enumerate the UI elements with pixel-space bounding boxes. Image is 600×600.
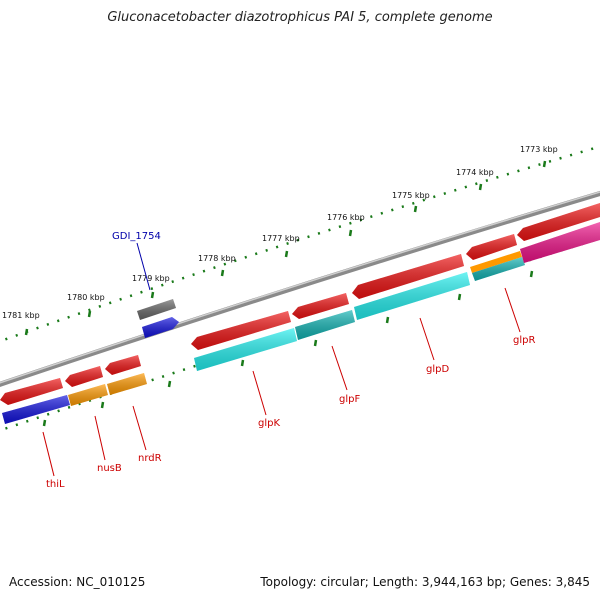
kbp-label-1777: 1777 kbp — [262, 234, 300, 243]
gene-label-nusB: nusB — [97, 463, 122, 474]
gene-red-glpR[interactable] — [466, 234, 517, 260]
gene-glpD[interactable] — [354, 272, 470, 320]
gene-glpK[interactable] — [194, 328, 297, 371]
kbp-label-1781: 1781 kbp — [2, 311, 40, 320]
kbp-label-1773: 1773 kbp — [520, 145, 558, 154]
gene-label-glpD: glpD — [426, 364, 449, 375]
gene-red-2[interactable] — [65, 366, 103, 387]
outer-major-ticks — [24, 160, 547, 336]
kbp-label-1775: 1775 kbp — [392, 191, 430, 200]
gene-nusB[interactable] — [68, 384, 108, 406]
kbp-label-1774: 1774 kbp — [456, 168, 494, 177]
gene-label-glpF: glpF — [339, 394, 360, 405]
gene-red-3[interactable] — [105, 355, 141, 375]
gene-label-thiL: thiL — [46, 479, 65, 490]
gene-GDI_1754[interactable] — [137, 299, 176, 320]
genome-backbone — [0, 190, 600, 387]
inner-major-ticks — [42, 270, 534, 427]
gene-glpF[interactable] — [295, 310, 355, 340]
genome-backbone-highlight — [0, 191, 600, 384]
kbp-label-1776: 1776 kbp — [327, 213, 365, 222]
gene-red-5[interactable] — [517, 203, 600, 241]
genome-summary-text: Topology: circular; Length: 3,944,163 bp… — [260, 575, 590, 589]
gene-GDI_1754-blue[interactable] — [142, 317, 179, 338]
label-connectors-red — [42, 287, 521, 477]
gene-red-glpF[interactable] — [292, 293, 349, 319]
label-connector-GDI_1754 — [136, 242, 151, 291]
gene-label-glpR: glpR — [513, 335, 535, 346]
gene-glpR-orange[interactable] — [470, 251, 522, 273]
gene-label-glpK: glpK — [258, 418, 280, 429]
gene-thiL[interactable] — [2, 395, 70, 424]
gene-glpR-teal[interactable] — [472, 257, 525, 281]
gene-red-glpK[interactable] — [191, 311, 291, 350]
gene-nrdR[interactable] — [107, 373, 147, 395]
kbp-label-1780: 1780 kbp — [67, 293, 105, 302]
gene-red-glpD[interactable] — [352, 254, 464, 299]
gene-magenta[interactable] — [520, 222, 600, 263]
kbp-label-1779: 1779 kbp — [132, 274, 170, 283]
kbp-label-1778: 1778 kbp — [198, 254, 236, 263]
gene-label-nrdR: nrdR — [138, 453, 162, 464]
accession-text: Accession: NC_010125 — [9, 575, 146, 589]
gene-red-1[interactable] — [0, 378, 63, 405]
map-title: Gluconacetobacter diazotrophicus PAI 5, … — [107, 10, 493, 25]
gene-label-GDI_1754: GDI_1754 — [112, 231, 161, 242]
outer-tick-track — [0, 145, 600, 343]
